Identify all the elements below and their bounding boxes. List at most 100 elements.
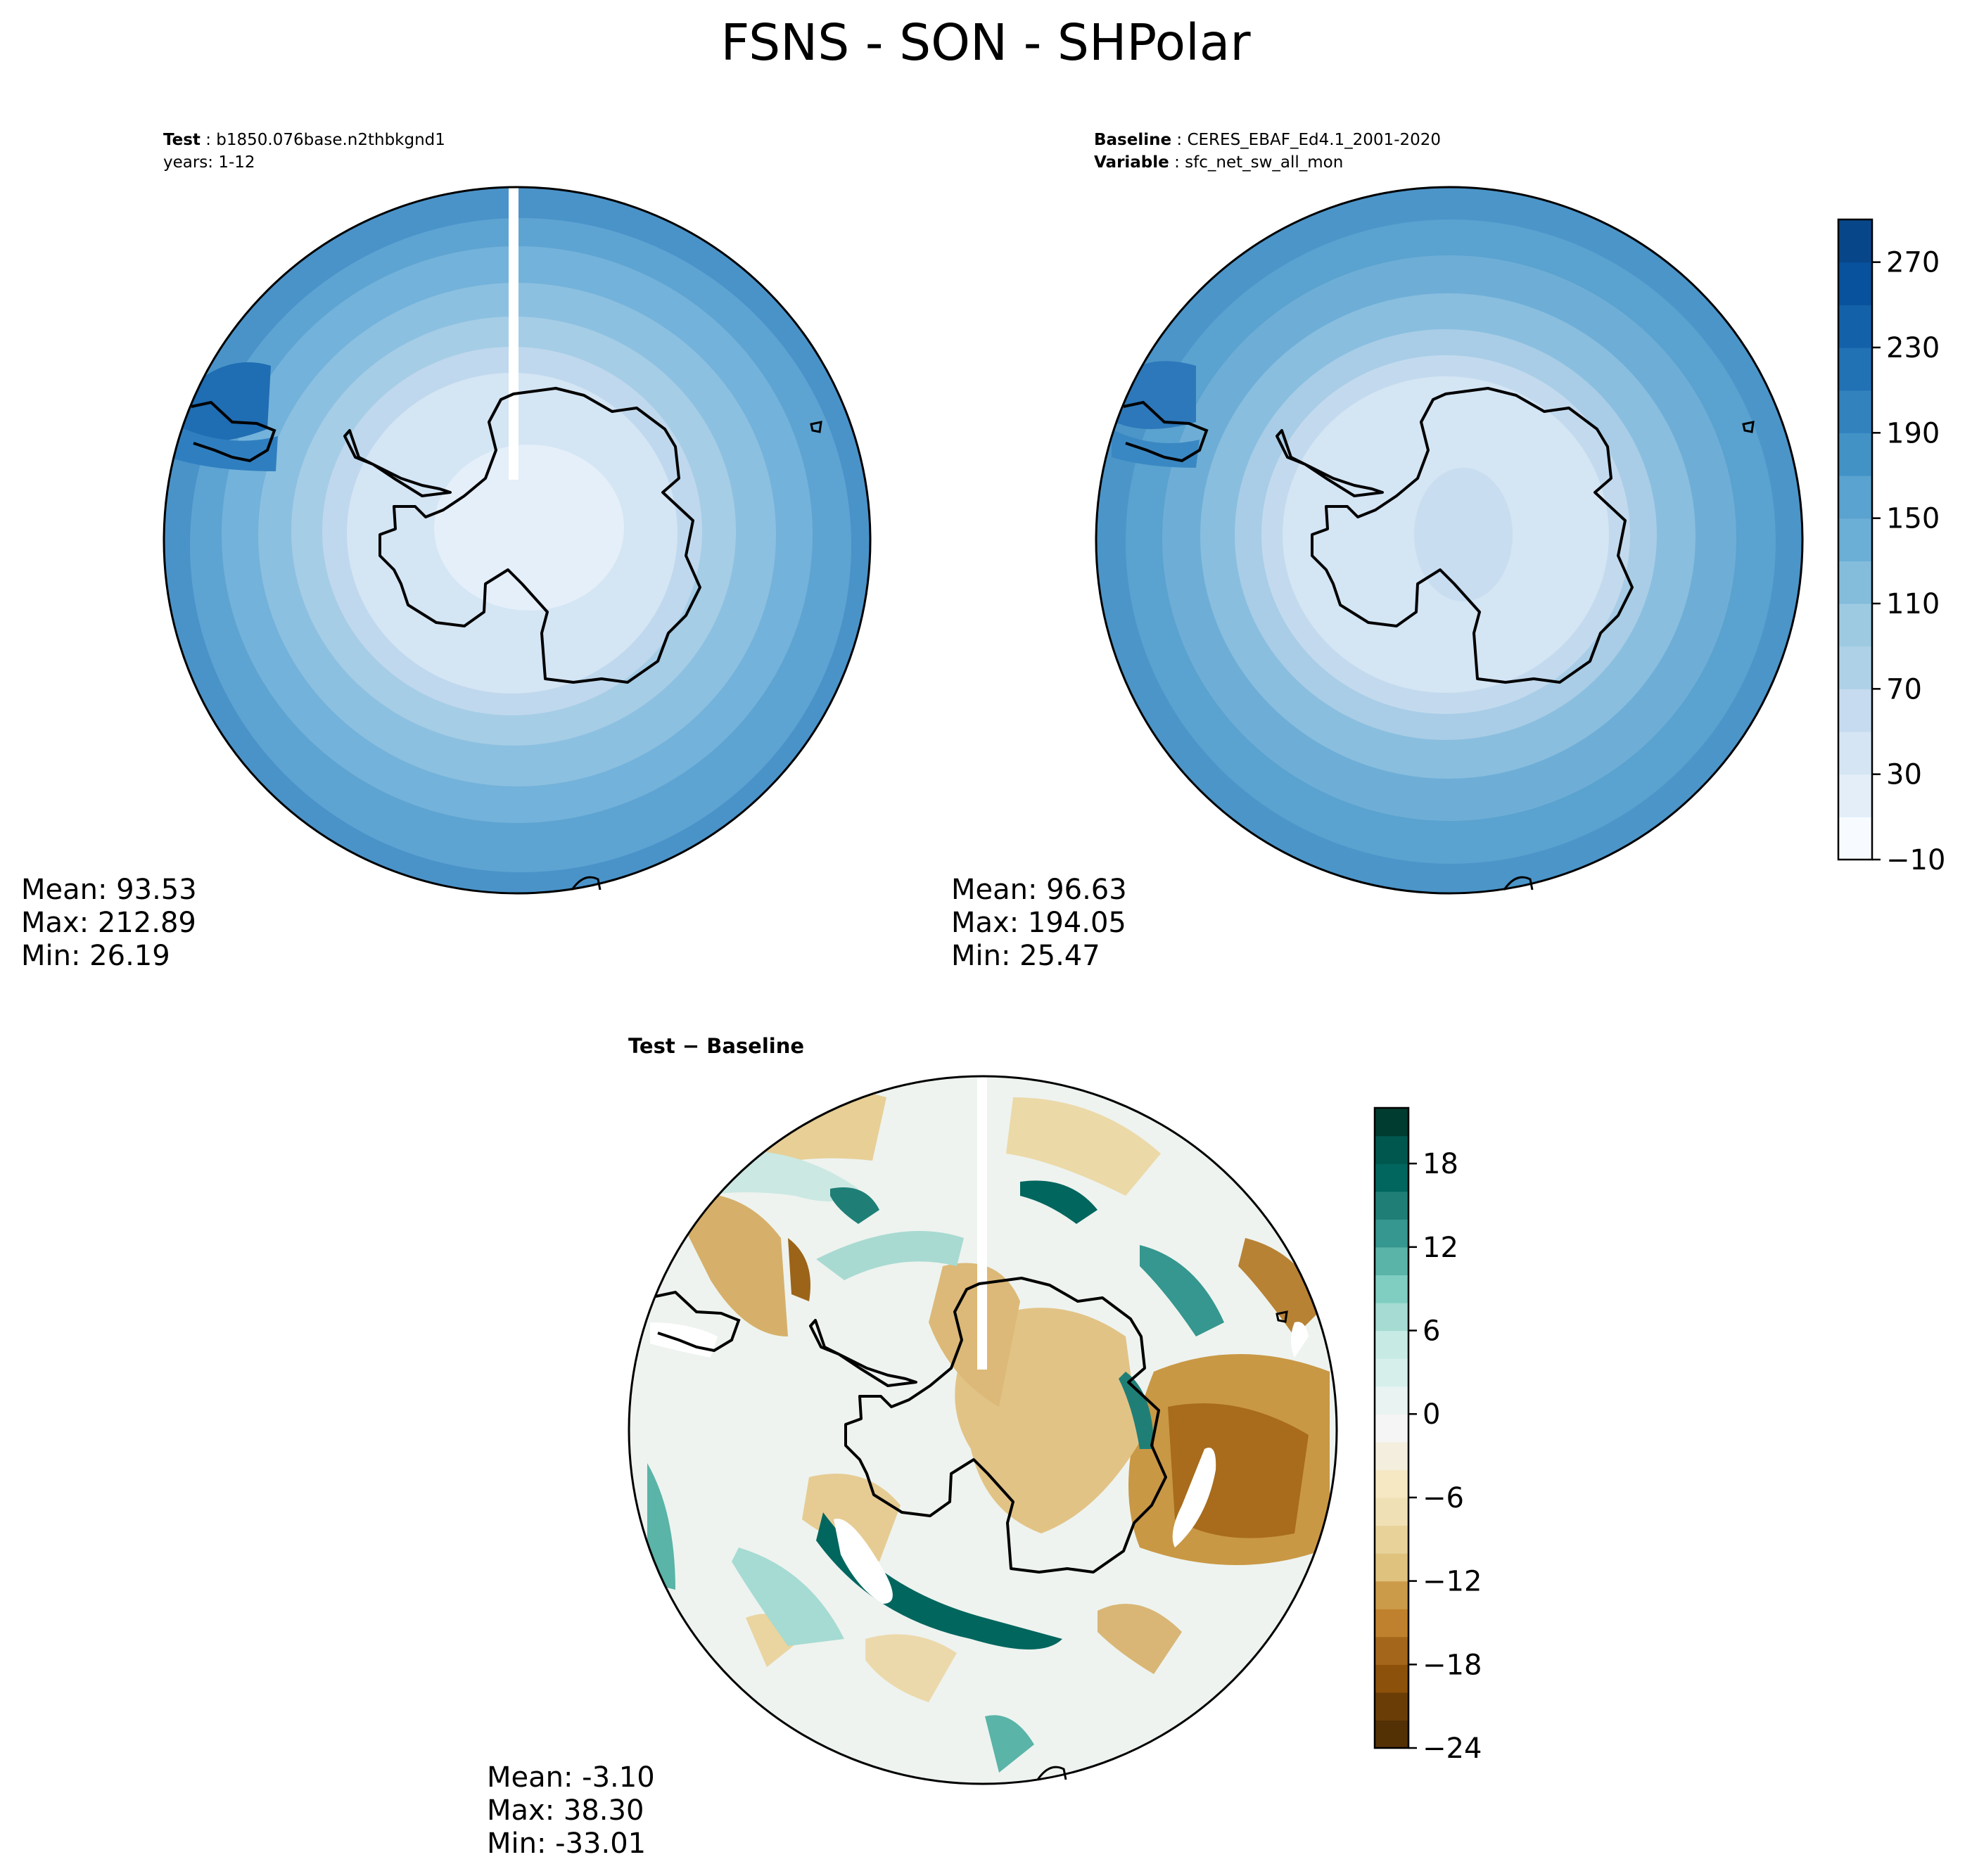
diff-colorbar-tick-label: 12 xyxy=(1423,1232,1458,1264)
baseline-colorbar-swatch xyxy=(1838,518,1872,561)
test-coastline xyxy=(343,387,701,684)
baseline-coastline-south-america xyxy=(1123,400,1209,463)
diff-colorbar-swatch xyxy=(1375,1386,1408,1415)
baseline-colorbar-swatch xyxy=(1838,305,1872,348)
diff-coastline-south-america xyxy=(655,1290,741,1353)
test-coastline-south-america xyxy=(191,400,276,463)
diff-island-south xyxy=(1036,1766,1067,1780)
baseline-colorbar-swatch xyxy=(1838,347,1872,391)
baseline-stat-min: Min: 25.47 xyxy=(951,940,1100,972)
baseline-stat-mean: Mean: 96.63 xyxy=(951,874,1127,906)
baseline-colorbar-tick-label: −10 xyxy=(1886,844,1945,876)
baseline-island-south xyxy=(1503,876,1534,891)
baseline-colorbar-swatch xyxy=(1838,219,1872,263)
baseline-colorbar-swatch xyxy=(1838,433,1872,476)
svg-text:Baseline : CERES_EBAF_Ed4.1_20: Baseline : CERES_EBAF_Ed4.1_2001-2020 xyxy=(1094,131,1441,149)
diff-colorbar-swatch xyxy=(1375,1553,1408,1582)
baseline-colorbar-swatch xyxy=(1838,262,1872,305)
diff-stat-max: Max: 38.30 xyxy=(487,1794,644,1827)
baseline-stats: Mean: 96.63 Max: 194.05 Min: 25.47 xyxy=(951,874,1127,972)
diff-colorbar-swatch xyxy=(1375,1636,1408,1665)
diff-colorbar: −24 −18 −12 −6 0 6 12 18 xyxy=(1373,1106,1482,1765)
baseline-colorbar-tick-label: 110 xyxy=(1886,588,1940,620)
diff-island-east xyxy=(1276,1310,1288,1323)
baseline-colorbar-swatch xyxy=(1838,689,1872,732)
baseline-colorbar-swatch xyxy=(1838,774,1872,817)
diff-colorbar-swatch xyxy=(1375,1441,1408,1470)
test-stats: Mean: 93.53 Max: 212.89 Min: 26.19 xyxy=(21,874,197,972)
diff-panel-title: Test − Baseline xyxy=(628,1034,804,1058)
baseline-colorbar-swatch xyxy=(1838,561,1872,604)
baseline-colorbar-tick-label: 70 xyxy=(1886,673,1922,706)
diff-colorbar-swatch xyxy=(1375,1497,1408,1526)
diff-colorbar-tick-label: −24 xyxy=(1423,1733,1482,1765)
test-years: years: 1-12 xyxy=(163,153,255,172)
baseline-label-key: Baseline xyxy=(1094,131,1171,149)
diff-colorbar-swatch xyxy=(1375,1275,1408,1303)
test-island-east xyxy=(810,421,822,433)
test-field xyxy=(164,187,870,893)
baseline-colorbar-tick-label: 230 xyxy=(1886,332,1940,364)
diff-map-boundary xyxy=(628,1075,1338,1785)
diff-colorbar-tick-label: 0 xyxy=(1423,1398,1440,1431)
diff-map xyxy=(628,1075,1338,1785)
baseline-stat-max: Max: 194.05 xyxy=(951,907,1126,939)
baseline-island-east xyxy=(1742,421,1755,433)
diff-stat-min: Min: -33.01 xyxy=(487,1827,646,1860)
test-label-sep: : xyxy=(201,131,216,149)
baseline-colorbar-tick-label: 150 xyxy=(1886,503,1940,535)
test-island-south xyxy=(571,876,602,891)
test-map-boundary xyxy=(163,186,872,895)
baseline-variable-sep: : xyxy=(1169,153,1185,172)
diff-colorbar-swatch xyxy=(1375,1358,1408,1387)
test-stat-min: Min: 26.19 xyxy=(21,940,170,972)
diff-stats: Mean: -3.10 Max: 38.30 Min: -33.01 xyxy=(487,1761,655,1860)
diff-colorbar-swatch xyxy=(1375,1720,1408,1749)
diff-colorbar-frame xyxy=(1373,1106,1410,1749)
test-label-key: Test xyxy=(163,131,201,149)
test-label-value: b1850.076base.n2thbkgnd1 xyxy=(216,131,445,149)
baseline-colorbar-swatch xyxy=(1838,646,1872,689)
baseline-map xyxy=(1095,186,1804,895)
baseline-colorbar-swatch xyxy=(1838,732,1872,775)
diff-colorbar-swatch xyxy=(1375,1525,1408,1554)
baseline-colorbar-tick-label: 30 xyxy=(1886,759,1922,791)
diff-colorbar-swatch xyxy=(1375,1219,1408,1248)
svg-text:Variable : sfc_net_sw_all_mon: Variable : sfc_net_sw_all_mon xyxy=(1094,153,1343,172)
diff-colorbar-swatch xyxy=(1375,1469,1408,1498)
baseline-colorbar-swatch xyxy=(1838,817,1872,860)
diff-colorbar-swatch xyxy=(1375,1664,1408,1693)
diff-colorbar-swatch xyxy=(1375,1330,1408,1359)
diff-colorbar-swatch xyxy=(1375,1414,1408,1443)
diff-colorbar-tick-label: −12 xyxy=(1423,1566,1482,1598)
baseline-coastline xyxy=(1276,387,1634,684)
diff-stat-mean: Mean: -3.10 xyxy=(487,1761,655,1794)
diff-colorbar-tick-label: −18 xyxy=(1423,1649,1482,1681)
baseline-variable-value: sfc_net_sw_all_mon xyxy=(1185,153,1343,172)
baseline-colorbar-frame xyxy=(1837,218,1874,861)
test-stat-max: Max: 212.89 xyxy=(21,907,196,939)
diff-colorbar-swatch xyxy=(1375,1581,1408,1609)
baseline-field xyxy=(1096,187,1802,893)
baseline-colorbar-swatch xyxy=(1838,476,1872,519)
diff-colorbar-swatch xyxy=(1375,1191,1408,1220)
test-map xyxy=(163,186,872,895)
figure-title: FSNS - SON - SHPolar xyxy=(720,13,1251,72)
baseline-colorbar: −10 30 70 110 150 190 230 270 xyxy=(1837,218,1945,876)
diff-colorbar-swatch xyxy=(1375,1163,1408,1192)
diff-colorbar-tick-label: 6 xyxy=(1423,1315,1440,1348)
diff-field xyxy=(629,1076,1337,1784)
diff-colorbar-swatch xyxy=(1375,1108,1408,1137)
test-stat-mean: Mean: 93.53 xyxy=(21,874,197,906)
baseline-map-boundary xyxy=(1095,186,1804,895)
diff-coastline xyxy=(809,1277,1167,1574)
test-panel-header: Test : b1850.076base.n2thbkgnd1 years: 1… xyxy=(163,131,445,172)
diff-colorbar-swatch xyxy=(1375,1692,1408,1721)
baseline-colorbar-tick-label: 270 xyxy=(1886,247,1940,279)
baseline-label-value: CERES_EBAF_Ed4.1_2001-2020 xyxy=(1187,131,1441,149)
diff-colorbar-swatch xyxy=(1375,1302,1408,1332)
baseline-colorbar-tick-label: 190 xyxy=(1886,417,1940,449)
diff-colorbar-tick-label: 18 xyxy=(1423,1148,1458,1180)
baseline-panel-header: Baseline : CERES_EBAF_Ed4.1_2001-2020 Va… xyxy=(1094,131,1441,172)
